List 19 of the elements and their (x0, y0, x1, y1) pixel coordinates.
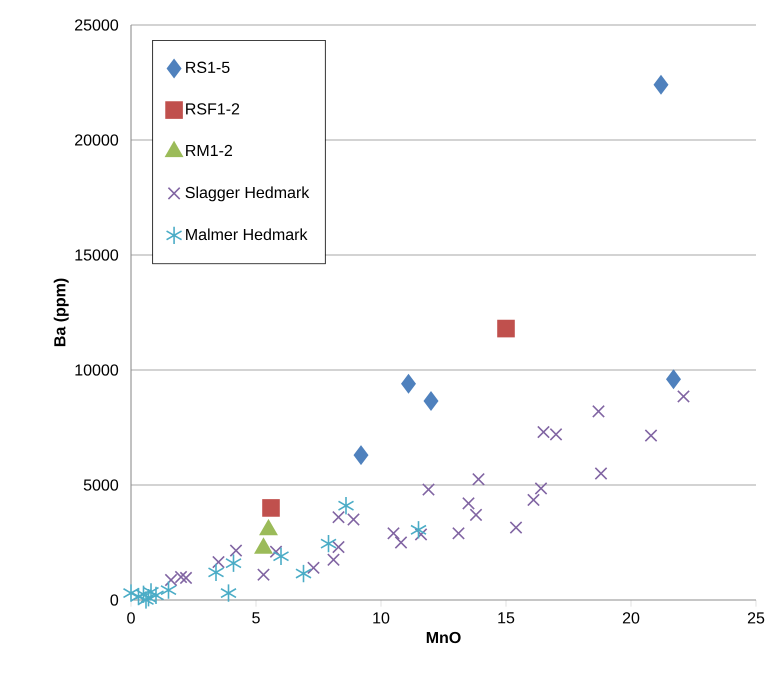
legend-label: Malmer Hedmark (186, 228, 308, 240)
x-tick-label: 0 (127, 612, 135, 624)
legend-label: RM1-2 (186, 144, 232, 156)
y-axis-title: Ba (ppm) (54, 278, 69, 346)
y-tick-label: 25000 (75, 19, 118, 31)
y-tick-label: 20000 (75, 134, 118, 146)
x-tick-label: 20 (622, 612, 640, 624)
legend-label: RS1-5 (186, 62, 230, 73)
y-tick-label: 10000 (75, 364, 118, 376)
x-tick-label: 10 (373, 612, 390, 624)
y-tick-label: 0 (110, 594, 118, 606)
x-tick-label: 25 (748, 612, 764, 624)
x-tick-label: 15 (498, 612, 514, 624)
legend-label: Slagger Hedmark (186, 186, 310, 202)
x-tick-label: 5 (252, 612, 260, 624)
legend-label: RSF1-2 (186, 103, 240, 115)
x-axis-title: MnO (426, 632, 461, 644)
y-tick-label: 15000 (75, 249, 118, 261)
y-tick-label: 5000 (84, 479, 118, 491)
